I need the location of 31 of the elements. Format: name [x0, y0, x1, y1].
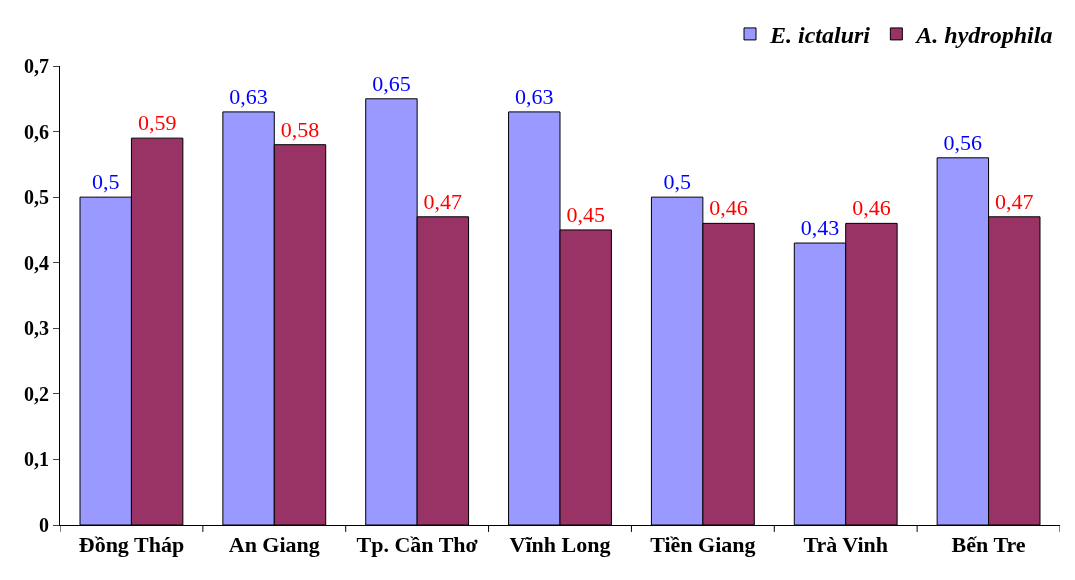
x-tick-label: Tiền Giang: [650, 532, 756, 558]
data-label: 0,63: [515, 83, 554, 109]
data-label: 0,59: [137, 110, 177, 136]
data-label: 0,5: [91, 169, 120, 195]
data-label: 0,45: [566, 201, 605, 227]
y-tick-label: 0,5: [24, 186, 49, 209]
legend-label: E. ictaluri: [769, 22, 871, 49]
legend-label: A. hydrophila: [914, 22, 1053, 49]
y-tick-label: 0,6: [24, 120, 49, 143]
x-tick-label: An Giang: [228, 532, 320, 558]
y-tick-label: 0,2: [24, 382, 49, 405]
data-label: 0,46: [709, 195, 748, 221]
y-tick-label: 0,4: [24, 251, 49, 274]
x-tick-label: Tp. Cần Thơ: [356, 532, 479, 558]
data-label: 0,5: [663, 169, 691, 195]
y-tick-label: 0,3: [24, 317, 49, 340]
x-tick-label: Đồng Tháp: [78, 532, 185, 558]
data-label: 0,43: [800, 215, 840, 241]
data-label: 0,58: [280, 116, 320, 142]
y-tick-label: 0,1: [24, 448, 49, 471]
x-tick-label: Trà Vinh: [803, 532, 888, 558]
data-label: 0,56: [943, 129, 983, 155]
y-tick-label: 0: [39, 514, 49, 536]
x-tick-label: Bến Tre: [951, 532, 1026, 558]
data-label: 0,65: [372, 70, 411, 96]
y-tick-label: 0,7: [24, 55, 49, 77]
data-label: 0,47: [423, 188, 463, 214]
data-label: 0,63: [229, 83, 268, 109]
data-label: 0,47: [995, 188, 1034, 214]
data-label: 0,46: [852, 195, 891, 221]
x-tick-label: Vĩnh Long: [509, 532, 611, 558]
